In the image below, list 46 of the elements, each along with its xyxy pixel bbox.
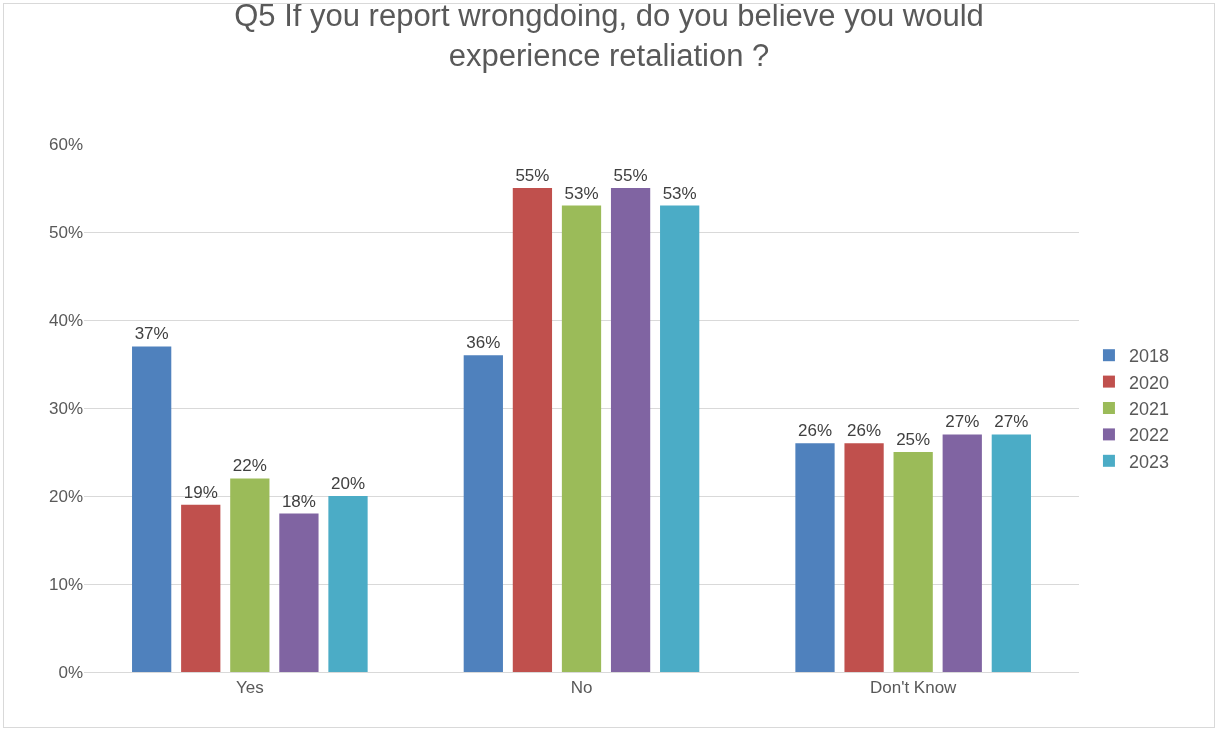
y-tick-label: 30% bbox=[48, 398, 83, 418]
data-label: 55% bbox=[613, 166, 648, 185]
x-tick-label: Don't Know bbox=[869, 678, 958, 698]
data-label: 26% bbox=[797, 421, 833, 441]
bar bbox=[844, 443, 884, 672]
bar bbox=[610, 188, 651, 672]
data-label: 19% bbox=[183, 482, 218, 502]
y-tick-label: 0% bbox=[58, 662, 83, 682]
data-label: 55% bbox=[515, 166, 550, 185]
bar bbox=[463, 355, 503, 672]
bar bbox=[795, 443, 835, 672]
legend-label: 2020 bbox=[1128, 372, 1169, 393]
y-tick-label: 60% bbox=[48, 134, 83, 154]
data-label: 25% bbox=[896, 430, 931, 449]
legend-label: 2018 bbox=[1128, 346, 1169, 367]
y-tick-label: 10% bbox=[48, 574, 83, 594]
data-label: 27% bbox=[994, 412, 1029, 432]
bar bbox=[991, 434, 1031, 672]
bar bbox=[132, 346, 172, 672]
bar bbox=[230, 478, 270, 672]
data-label: 37% bbox=[134, 324, 169, 344]
y-tick-label: 50% bbox=[48, 222, 83, 242]
data-label: 27% bbox=[945, 412, 980, 432]
bar bbox=[279, 513, 319, 672]
legend-label: 2023 bbox=[1128, 451, 1169, 472]
bar bbox=[893, 452, 933, 672]
bar bbox=[181, 504, 221, 672]
x-tick-label: No bbox=[570, 678, 593, 698]
bar bbox=[512, 188, 553, 672]
y-tick-label: 20% bbox=[48, 486, 83, 506]
chart-title: Q5 If you report wrongdoing, do you believe you would experience retaliation ? bbox=[234, 0, 984, 73]
data-label: 22% bbox=[232, 456, 267, 476]
data-label: 53% bbox=[564, 183, 599, 203]
bar bbox=[328, 496, 368, 672]
data-label: 20% bbox=[330, 474, 366, 493]
bar bbox=[561, 205, 602, 672]
bar bbox=[942, 434, 982, 672]
bar bbox=[660, 205, 700, 672]
legend-label: 2022 bbox=[1128, 425, 1169, 446]
data-label: 18% bbox=[281, 491, 316, 511]
data-label: 53% bbox=[662, 183, 697, 203]
y-tick-label: 40% bbox=[48, 310, 83, 330]
data-label: 26% bbox=[847, 421, 882, 441]
x-tick-label: Yes bbox=[235, 678, 264, 698]
legend-label: 2021 bbox=[1128, 399, 1169, 420]
data-label: 36% bbox=[466, 333, 501, 353]
